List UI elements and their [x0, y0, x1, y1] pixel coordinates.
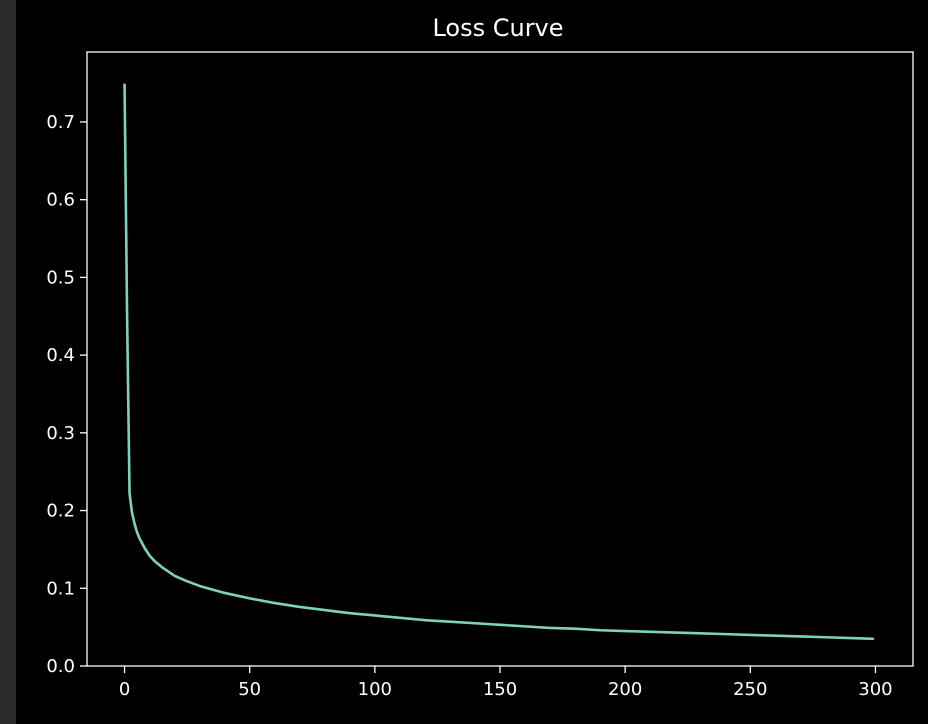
- ticks-layer: 0 50 100 150 200 250 300 0.0 0.1 0.2 0.3 0.4 0.5 0.6 0…: [46, 112, 892, 700]
- y-tick-label: 0.2: [46, 501, 75, 522]
- y-tick-label: 0.0: [46, 656, 75, 677]
- loss-series-line: [123, 83, 875, 641]
- x-tick-label: 50: [238, 679, 261, 700]
- y-tick-label: 0.6: [46, 190, 75, 211]
- x-tick-label: 150: [483, 679, 517, 700]
- y-tick-label: 0.4: [46, 345, 75, 366]
- chart-canvas: Loss Curve 0 50 100 150 200 250 300 0.0 0.1 0.2 0.…: [16, 0, 928, 724]
- loss-curve-chart: Loss Curve 0 50 100 150 200 250 300 0.0 0.1 0.2 0.…: [46, 14, 914, 700]
- plot-frame: [86, 51, 914, 667]
- x-tick-label: 300: [858, 679, 892, 700]
- x-tick-label: 250: [733, 679, 767, 700]
- y-tick-label: 0.7: [46, 112, 75, 133]
- x-tick-label: 100: [358, 679, 392, 700]
- chart-title: Loss Curve: [432, 14, 563, 42]
- y-tick-label: 0.5: [46, 267, 75, 288]
- x-tick-label: 200: [608, 679, 642, 700]
- x-tick-label: 0: [119, 679, 130, 700]
- y-tick-label: 0.3: [46, 423, 75, 444]
- y-tick-label: 0.1: [46, 578, 75, 599]
- series-layer: [123, 83, 875, 641]
